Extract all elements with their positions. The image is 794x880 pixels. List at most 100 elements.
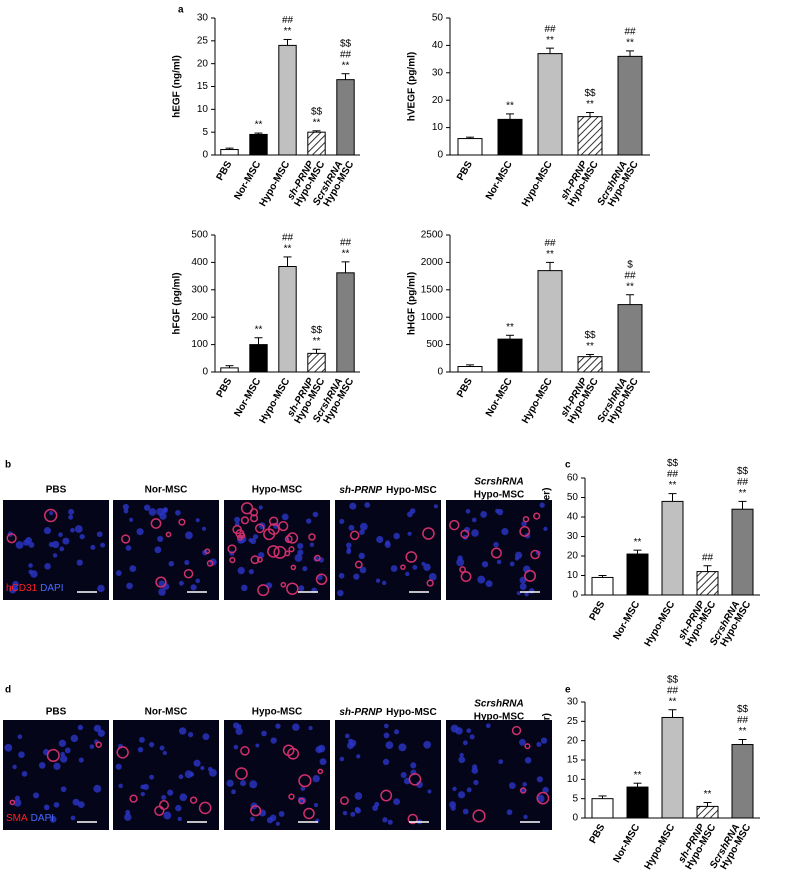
error-bar — [225, 365, 234, 368]
significance-mark: ** — [284, 26, 292, 37]
stained-cell — [288, 546, 295, 553]
x-tick-label: Hypo-MSC — [258, 376, 293, 425]
nucleus — [178, 774, 184, 780]
stained-cell — [522, 516, 530, 523]
nucleus — [350, 811, 356, 817]
stained-cell — [298, 797, 305, 805]
nucleus — [496, 559, 502, 565]
stained-cell — [268, 516, 279, 526]
title-part: sh-PRNP — [339, 707, 382, 718]
panel-label: e — [565, 685, 571, 696]
y-tick-label: 20 — [432, 95, 444, 106]
nucleus — [70, 734, 79, 743]
error-bar — [626, 50, 634, 57]
nucleus — [407, 531, 412, 536]
error-bar — [703, 565, 712, 572]
stained-cell — [129, 794, 138, 803]
significance-mark: ## — [624, 270, 636, 281]
nucleus — [297, 542, 304, 550]
stained-cell — [288, 793, 295, 800]
stain-legend: SMA DAPI — [6, 813, 54, 824]
nucleus — [190, 584, 197, 591]
nucleus — [49, 815, 57, 823]
micrograph — [446, 720, 552, 830]
significance-mark: $$ — [584, 330, 596, 341]
nucleus — [184, 559, 190, 566]
nucleus — [338, 572, 345, 579]
nucleus — [313, 802, 319, 808]
nucleus — [493, 541, 499, 548]
stained-cell — [229, 556, 236, 564]
significance-mark: ** — [586, 99, 594, 110]
nucleus — [372, 805, 379, 812]
significance-mark: ** — [669, 696, 677, 707]
nucleus — [252, 534, 259, 540]
stained-cell — [250, 555, 260, 565]
panel-label: b — [5, 460, 11, 471]
nucleus — [261, 730, 267, 737]
stained-cell — [354, 560, 363, 569]
nucleus — [208, 768, 217, 777]
nucleus — [139, 736, 145, 743]
image-title: Hypo-MSC — [252, 485, 303, 496]
stained-cell — [254, 523, 265, 534]
significance-mark: ## — [544, 24, 556, 35]
stained-cell — [250, 514, 259, 523]
nucleus — [308, 726, 313, 731]
x-tick-label: Nor-MSC — [484, 159, 515, 202]
bar — [626, 553, 649, 596]
y-tick-label: 30 — [432, 67, 444, 78]
nucleus — [175, 804, 182, 812]
nucleus — [427, 789, 432, 794]
nucleus — [523, 814, 528, 820]
nucleus — [385, 741, 394, 749]
bar — [249, 133, 268, 156]
nucleus — [59, 755, 68, 763]
error-bar — [283, 256, 292, 267]
nucleus — [450, 805, 456, 811]
stained-cell — [232, 524, 242, 535]
nucleus — [136, 528, 144, 536]
nucleus — [381, 580, 387, 586]
nucleus — [423, 740, 432, 749]
nucleus — [428, 573, 437, 581]
x-tick-label: Hypo-MSC — [643, 822, 678, 871]
nucleus — [89, 744, 95, 749]
nucleus — [60, 751, 65, 757]
nucleus — [58, 739, 67, 747]
nucleus — [456, 558, 465, 567]
nucleus — [356, 754, 361, 759]
error-bar — [586, 112, 594, 117]
nucleus — [471, 529, 479, 537]
bar — [537, 53, 563, 156]
nucleus — [462, 808, 469, 815]
significance-mark: ** — [284, 244, 292, 255]
stained-cell — [238, 532, 246, 539]
x-tick-label: Nor-MSC — [232, 376, 263, 419]
y-tick-label: 200 — [191, 312, 208, 323]
error-bar — [586, 353, 594, 357]
x-tick-label: Nor-MSC — [611, 822, 642, 865]
nucleus — [539, 502, 545, 508]
nucleus — [178, 727, 187, 735]
nucleus — [353, 573, 360, 580]
nucleus — [68, 514, 74, 520]
bar — [307, 352, 326, 373]
nucleus — [60, 786, 67, 793]
nucleus — [344, 733, 350, 739]
y-tick-label: 300 — [191, 284, 208, 295]
significance-mark: ** — [739, 488, 747, 499]
stained-cell — [460, 529, 470, 539]
stained-cell — [308, 533, 316, 541]
nucleus — [74, 525, 83, 533]
nucleus — [275, 723, 281, 729]
y-tick-label: 500 — [426, 339, 443, 350]
significance-mark: $$ — [340, 38, 352, 49]
bar — [497, 118, 523, 156]
nucleus — [536, 776, 543, 783]
nucleus — [167, 789, 174, 796]
nucleus — [154, 546, 162, 554]
nucleus — [521, 521, 527, 527]
nucleus — [466, 787, 472, 793]
panel-label: c — [565, 460, 571, 471]
